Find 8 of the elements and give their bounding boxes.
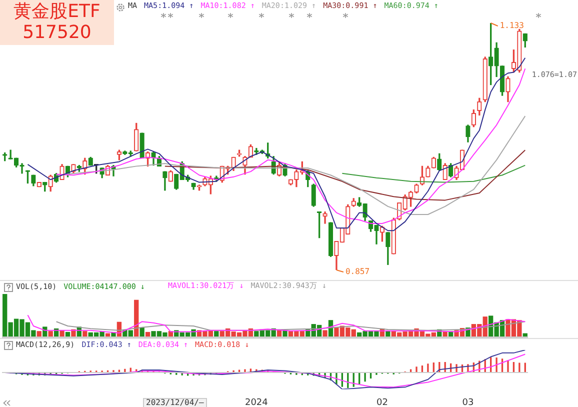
x-tick-label: 03 [462, 398, 474, 407]
x-tick-label: 02 [376, 398, 388, 407]
x-tick-label: 2024 [244, 398, 268, 407]
text: 2023/12/04/— [143, 398, 207, 407]
annotation: 1.133 [500, 21, 524, 30]
chart-title: 黄金股ETF [12, 1, 102, 22]
chart-subtitle: 517520 [22, 22, 92, 43]
annotation: 0.857 [345, 267, 370, 276]
